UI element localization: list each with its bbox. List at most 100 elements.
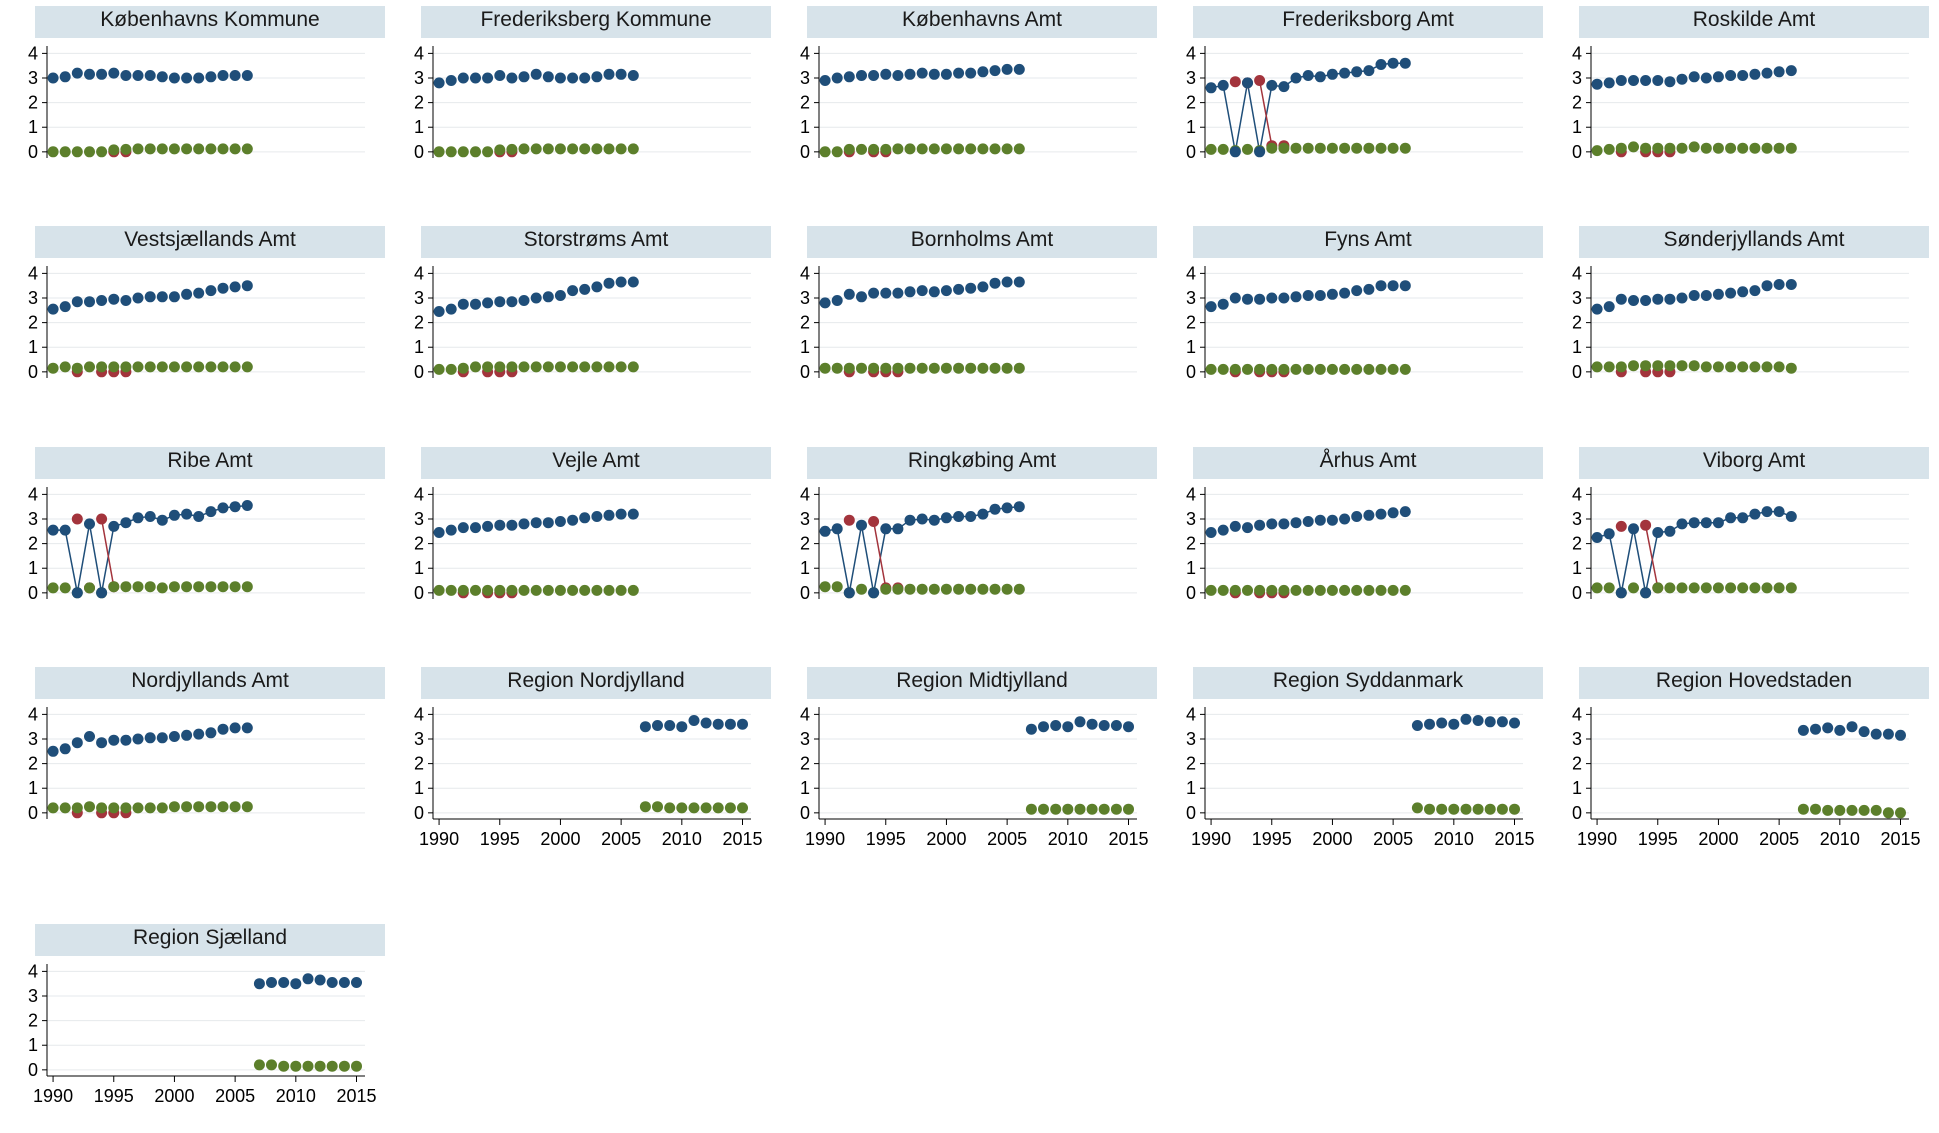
data-point bbox=[892, 583, 904, 595]
data-point bbox=[229, 581, 241, 593]
data-point bbox=[1375, 142, 1387, 154]
panel-header bbox=[421, 6, 771, 38]
y-tick-label: 2 bbox=[28, 754, 38, 774]
data-point bbox=[1302, 70, 1314, 81]
data-point bbox=[168, 72, 180, 84]
data-point bbox=[1098, 803, 1110, 815]
data-point bbox=[132, 361, 144, 373]
data-point bbox=[530, 143, 542, 155]
panel-header bbox=[1193, 226, 1543, 258]
data-point bbox=[132, 733, 144, 745]
y-tick-label: 1 bbox=[800, 778, 810, 798]
data-point bbox=[953, 283, 965, 295]
data-point bbox=[506, 296, 518, 308]
y-tick-label: 2 bbox=[414, 313, 424, 333]
data-point bbox=[1846, 804, 1858, 816]
data-point bbox=[71, 513, 83, 525]
data-point bbox=[965, 511, 977, 522]
data-point bbox=[1700, 290, 1712, 301]
y-tick-label: 2 bbox=[414, 754, 424, 774]
data-point bbox=[880, 583, 892, 595]
data-point bbox=[1205, 143, 1217, 155]
data-point bbox=[1387, 584, 1399, 596]
panel: Region Sjælland 0 1 2 3 4 1990 1995 2000 2005 2010… bbox=[28, 924, 385, 1106]
y-tick-label: 2 bbox=[800, 313, 810, 333]
data-point bbox=[989, 583, 1001, 595]
data-point bbox=[518, 584, 530, 596]
data-point bbox=[989, 503, 1001, 515]
data-point bbox=[1314, 290, 1326, 301]
data-point bbox=[554, 516, 566, 527]
x-tick-label: 1995 bbox=[866, 829, 906, 849]
data-point bbox=[1652, 360, 1664, 372]
panel: Frederiksberg Kommune 0 1 2 3 4 bbox=[414, 6, 771, 162]
data-point bbox=[433, 306, 445, 317]
data-point bbox=[193, 287, 205, 299]
data-point bbox=[181, 143, 193, 155]
data-point bbox=[1785, 65, 1797, 77]
y-tick-label: 4 bbox=[800, 43, 810, 63]
data-point bbox=[1302, 584, 1314, 596]
data-point bbox=[1254, 519, 1266, 531]
data-point bbox=[603, 361, 615, 373]
x-tick-label: 2015 bbox=[1494, 829, 1534, 849]
data-point bbox=[615, 508, 627, 520]
y-tick-label: 4 bbox=[28, 484, 38, 504]
data-point bbox=[856, 362, 867, 374]
data-point bbox=[904, 583, 916, 595]
x-tick-label: 2005 bbox=[1373, 829, 1413, 849]
x-tick-label: 1990 bbox=[805, 829, 845, 849]
data-point bbox=[567, 584, 579, 596]
y-tick-label: 2 bbox=[800, 534, 810, 554]
data-point bbox=[1664, 76, 1676, 88]
data-point bbox=[84, 582, 95, 594]
data-point bbox=[928, 68, 940, 80]
data-point bbox=[1278, 518, 1290, 530]
data-point bbox=[217, 361, 229, 373]
data-point bbox=[627, 276, 639, 288]
y-tick-label: 1 bbox=[414, 117, 424, 137]
data-point bbox=[1810, 723, 1821, 735]
data-point bbox=[615, 276, 627, 288]
x-tick-label: 2010 bbox=[1048, 829, 1088, 849]
data-point bbox=[205, 801, 217, 813]
data-point bbox=[156, 732, 168, 744]
data-point bbox=[71, 296, 83, 308]
data-point bbox=[1062, 803, 1074, 815]
data-point bbox=[47, 303, 59, 315]
data-point bbox=[1302, 363, 1314, 375]
data-point bbox=[1123, 803, 1134, 815]
data-point bbox=[1351, 584, 1363, 596]
data-point bbox=[579, 283, 591, 295]
data-point bbox=[217, 282, 229, 294]
y-tick-label: 4 bbox=[28, 961, 38, 981]
data-point bbox=[108, 520, 120, 532]
data-point bbox=[506, 72, 518, 84]
data-point bbox=[819, 362, 831, 374]
data-point bbox=[445, 584, 457, 596]
data-point bbox=[1761, 142, 1773, 154]
data-point bbox=[1278, 142, 1290, 154]
y-tick-label: 3 bbox=[800, 509, 810, 529]
y-tick-label: 3 bbox=[1572, 729, 1582, 749]
data-point bbox=[326, 977, 338, 988]
data-point bbox=[1846, 721, 1858, 733]
panel-header bbox=[807, 226, 1157, 258]
data-point bbox=[1797, 803, 1809, 815]
y-tick-label: 3 bbox=[414, 729, 424, 749]
y-tick-label: 1 bbox=[28, 337, 38, 357]
data-point bbox=[1785, 142, 1797, 154]
data-point bbox=[880, 287, 892, 299]
data-point bbox=[494, 70, 506, 81]
data-point bbox=[1001, 143, 1013, 155]
data-point bbox=[266, 1059, 277, 1071]
y-tick-label: 4 bbox=[1572, 263, 1582, 283]
data-point bbox=[819, 581, 831, 593]
x-tick-label: 2000 bbox=[1312, 829, 1352, 849]
data-point bbox=[1460, 713, 1472, 725]
y-tick-label: 2 bbox=[1572, 93, 1582, 113]
data-point bbox=[615, 584, 627, 596]
data-point bbox=[965, 583, 977, 595]
data-point bbox=[457, 72, 469, 84]
y-tick-label: 0 bbox=[414, 142, 424, 162]
